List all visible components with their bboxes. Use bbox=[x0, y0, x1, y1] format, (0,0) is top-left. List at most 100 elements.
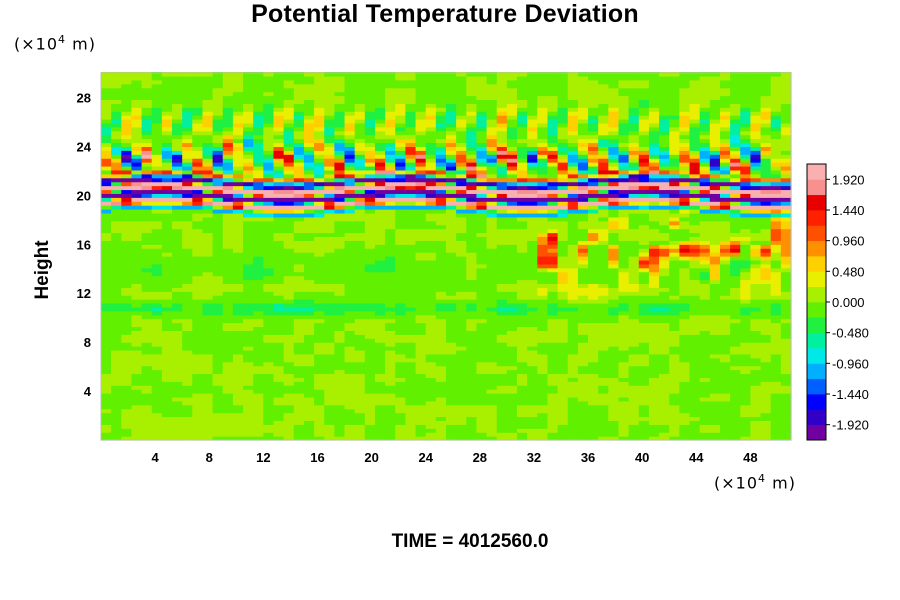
heatmap-cell bbox=[202, 420, 214, 425]
heatmap-cell bbox=[527, 314, 538, 320]
heatmap-cell bbox=[344, 346, 356, 351]
heatmap-cell bbox=[537, 185, 549, 191]
heatmap-cell bbox=[354, 205, 366, 210]
heatmap-cell bbox=[334, 236, 346, 241]
heatmap-cell bbox=[506, 365, 518, 371]
heatmap-cell bbox=[618, 369, 630, 375]
heatmap-cell bbox=[344, 322, 356, 328]
heatmap-cell bbox=[517, 228, 528, 234]
heatmap-cell bbox=[303, 420, 315, 425]
heatmap-cell bbox=[588, 115, 599, 120]
heatmap-cell bbox=[557, 209, 569, 214]
heatmap-cell bbox=[303, 271, 315, 277]
heatmap-cell bbox=[344, 279, 356, 285]
heatmap-cell bbox=[253, 424, 264, 429]
heatmap-cell bbox=[608, 216, 620, 222]
heatmap-cell bbox=[557, 412, 569, 418]
heatmap-cell bbox=[557, 338, 569, 343]
heatmap-cell bbox=[425, 126, 437, 132]
heatmap-cell bbox=[263, 330, 275, 335]
heatmap-cell bbox=[385, 103, 396, 108]
heatmap-cell bbox=[537, 338, 549, 343]
heatmap-cell bbox=[314, 365, 325, 371]
heatmap-cell bbox=[161, 95, 173, 101]
heatmap-cell bbox=[476, 142, 488, 147]
heatmap-cell bbox=[151, 169, 163, 175]
heatmap-cell bbox=[547, 72, 559, 77]
heatmap-cell bbox=[557, 83, 569, 89]
heatmap-cell bbox=[354, 287, 366, 292]
heatmap-cell bbox=[161, 306, 173, 312]
heatmap-cell bbox=[324, 436, 335, 441]
heatmap-cell bbox=[385, 291, 396, 296]
heatmap-cell bbox=[517, 416, 528, 422]
heatmap-cell bbox=[273, 181, 285, 187]
heatmap-cell bbox=[557, 119, 569, 124]
heatmap-cell bbox=[263, 381, 275, 386]
heatmap-cell bbox=[415, 236, 427, 241]
heatmap-cell bbox=[182, 130, 193, 136]
heatmap-cell bbox=[314, 83, 325, 89]
heatmap-cell bbox=[374, 428, 386, 433]
heatmap-cell bbox=[182, 240, 193, 245]
heatmap-cell bbox=[293, 295, 305, 300]
heatmap-cell bbox=[425, 209, 437, 214]
heatmap-cell bbox=[405, 99, 417, 104]
heatmap-cell bbox=[405, 357, 417, 363]
heatmap-cell bbox=[446, 181, 457, 187]
heatmap-cell bbox=[547, 400, 559, 406]
heatmap-cell bbox=[131, 83, 143, 89]
heatmap-cell bbox=[131, 220, 143, 226]
heatmap-cell bbox=[496, 283, 508, 288]
heatmap-cell bbox=[425, 232, 437, 238]
heatmap-cell bbox=[395, 216, 407, 222]
heatmap-cell bbox=[334, 240, 346, 245]
heatmap-cell bbox=[425, 228, 437, 234]
heatmap-cell bbox=[222, 181, 234, 187]
heatmap-cell bbox=[273, 83, 285, 89]
heatmap-cell bbox=[101, 240, 112, 245]
heatmap-cell bbox=[263, 263, 275, 269]
heatmap-cell bbox=[608, 436, 620, 441]
heatmap-cell bbox=[253, 389, 264, 394]
heatmap-cell bbox=[172, 322, 183, 328]
heatmap-cell bbox=[618, 224, 630, 230]
heatmap-cell bbox=[192, 291, 204, 296]
heatmap-cell bbox=[557, 185, 569, 191]
heatmap-cell bbox=[374, 334, 386, 339]
heatmap-cell bbox=[517, 263, 528, 269]
heatmap-cell bbox=[506, 150, 518, 155]
heatmap-cell bbox=[496, 381, 508, 386]
heatmap-cell bbox=[334, 220, 346, 226]
heatmap-cell bbox=[151, 322, 163, 328]
heatmap-cell bbox=[557, 377, 569, 382]
heatmap-cell bbox=[618, 103, 630, 108]
heatmap-cell bbox=[374, 216, 386, 222]
heatmap-cell bbox=[212, 75, 224, 81]
heatmap-cell bbox=[415, 353, 427, 359]
heatmap-cell bbox=[324, 111, 335, 116]
heatmap-cell bbox=[506, 377, 518, 382]
heatmap-cell bbox=[283, 236, 295, 241]
heatmap-cell bbox=[121, 189, 133, 194]
heatmap-cell bbox=[344, 201, 356, 206]
heatmap-cell bbox=[161, 334, 173, 339]
heatmap-cell bbox=[253, 271, 264, 277]
heatmap-cell bbox=[141, 193, 153, 198]
heatmap-cell bbox=[111, 408, 122, 414]
heatmap-cell bbox=[344, 361, 356, 367]
heatmap-cell bbox=[121, 119, 133, 124]
heatmap-cell bbox=[435, 75, 447, 81]
heatmap-cell bbox=[354, 91, 366, 97]
heatmap-cell bbox=[131, 224, 143, 230]
heatmap-cell bbox=[101, 334, 112, 339]
heatmap-cell bbox=[314, 318, 325, 324]
heatmap-cell bbox=[496, 224, 508, 230]
heatmap-cell bbox=[364, 212, 376, 218]
heatmap-cell bbox=[253, 115, 264, 120]
heatmap-cell bbox=[506, 302, 518, 308]
heatmap-cell bbox=[527, 99, 538, 104]
heatmap-cell bbox=[182, 389, 193, 394]
heatmap-cell bbox=[253, 189, 264, 194]
heatmap-cell bbox=[446, 119, 457, 124]
